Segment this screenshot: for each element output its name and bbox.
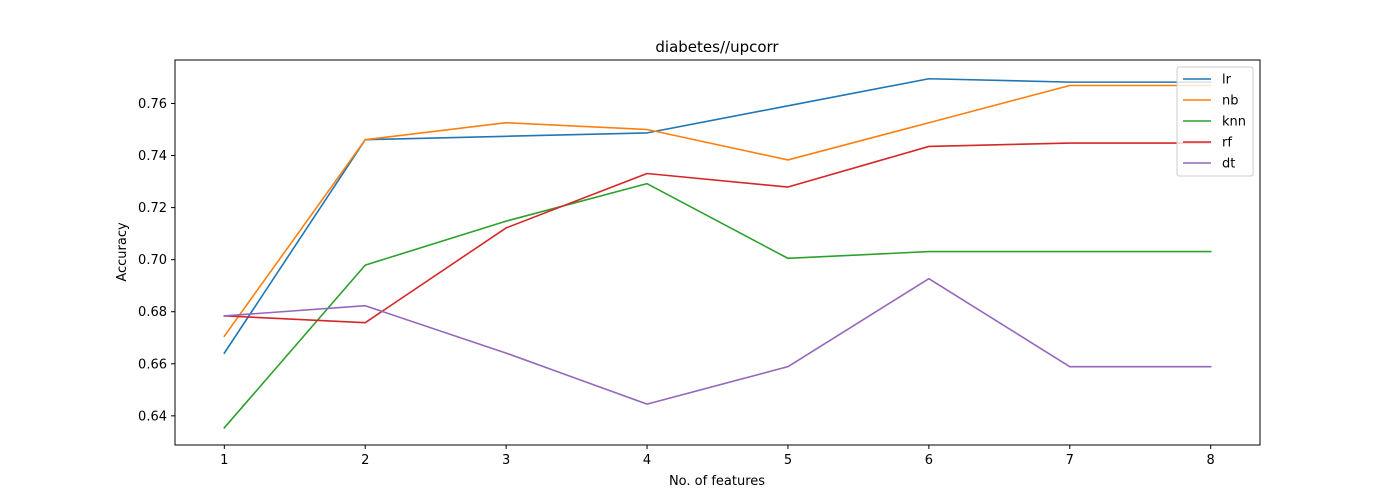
plot-area: 1 2 3 4 5 6 7 8 0.64 0.66 0.68 0.70 0.72 0.74 0.76 lr nb… xyxy=(138,59,1261,468)
y-tick-label: 0.74 xyxy=(138,149,167,164)
y-tick-label: 0.64 xyxy=(138,409,167,424)
legend-label-knn: knn xyxy=(1222,115,1246,130)
plot-frame xyxy=(174,59,1261,446)
x-tick-label: 8 xyxy=(1207,453,1215,468)
x-tick-label: 6 xyxy=(925,453,933,468)
x-tick-label: 5 xyxy=(784,453,792,468)
series-line-nb xyxy=(223,84,1212,338)
x-tick-label: 2 xyxy=(361,453,369,468)
series-line-rf xyxy=(223,142,1212,324)
series-line-dt xyxy=(223,277,1212,405)
x-tick-label: 3 xyxy=(502,453,510,468)
y-tick-label: 0.68 xyxy=(138,305,167,320)
legend-label-rf: rf xyxy=(1222,136,1232,151)
legend-box xyxy=(1176,66,1254,177)
series-line-knn xyxy=(223,182,1212,429)
legend-label-lr: lr xyxy=(1222,73,1232,88)
y-tick-label: 0.72 xyxy=(138,201,167,216)
legend-label-dt: dt xyxy=(1222,157,1235,172)
x-tick-label: 4 xyxy=(643,453,651,468)
x-tick-label: 7 xyxy=(1066,453,1074,468)
x-tick-label: 1 xyxy=(220,453,228,468)
chart-title: diabetes//upcorr xyxy=(655,38,779,56)
legend: lr nb knn rf dt xyxy=(1176,66,1254,177)
y-tick-label: 0.70 xyxy=(138,253,167,268)
y-tick-label: 0.66 xyxy=(138,357,167,372)
series-line-lr xyxy=(223,77,1212,355)
x-axis-label: No. of features xyxy=(669,474,765,489)
y-axis-label: Accuracy xyxy=(115,222,130,282)
legend-label-nb: nb xyxy=(1222,94,1239,109)
y-tick-label: 0.76 xyxy=(138,97,167,112)
